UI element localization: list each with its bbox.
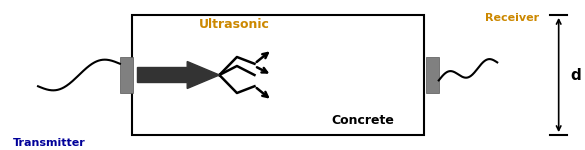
Text: Ultrasonic: Ultrasonic — [198, 18, 270, 30]
Bar — [120, 57, 133, 93]
Text: Receiver: Receiver — [485, 13, 539, 23]
Bar — [426, 57, 439, 93]
Text: Concrete: Concrete — [331, 114, 394, 126]
Text: d: d — [570, 68, 581, 82]
Polygon shape — [137, 61, 219, 88]
Bar — [132, 15, 424, 135]
Text: Transmitter: Transmitter — [13, 138, 86, 147]
